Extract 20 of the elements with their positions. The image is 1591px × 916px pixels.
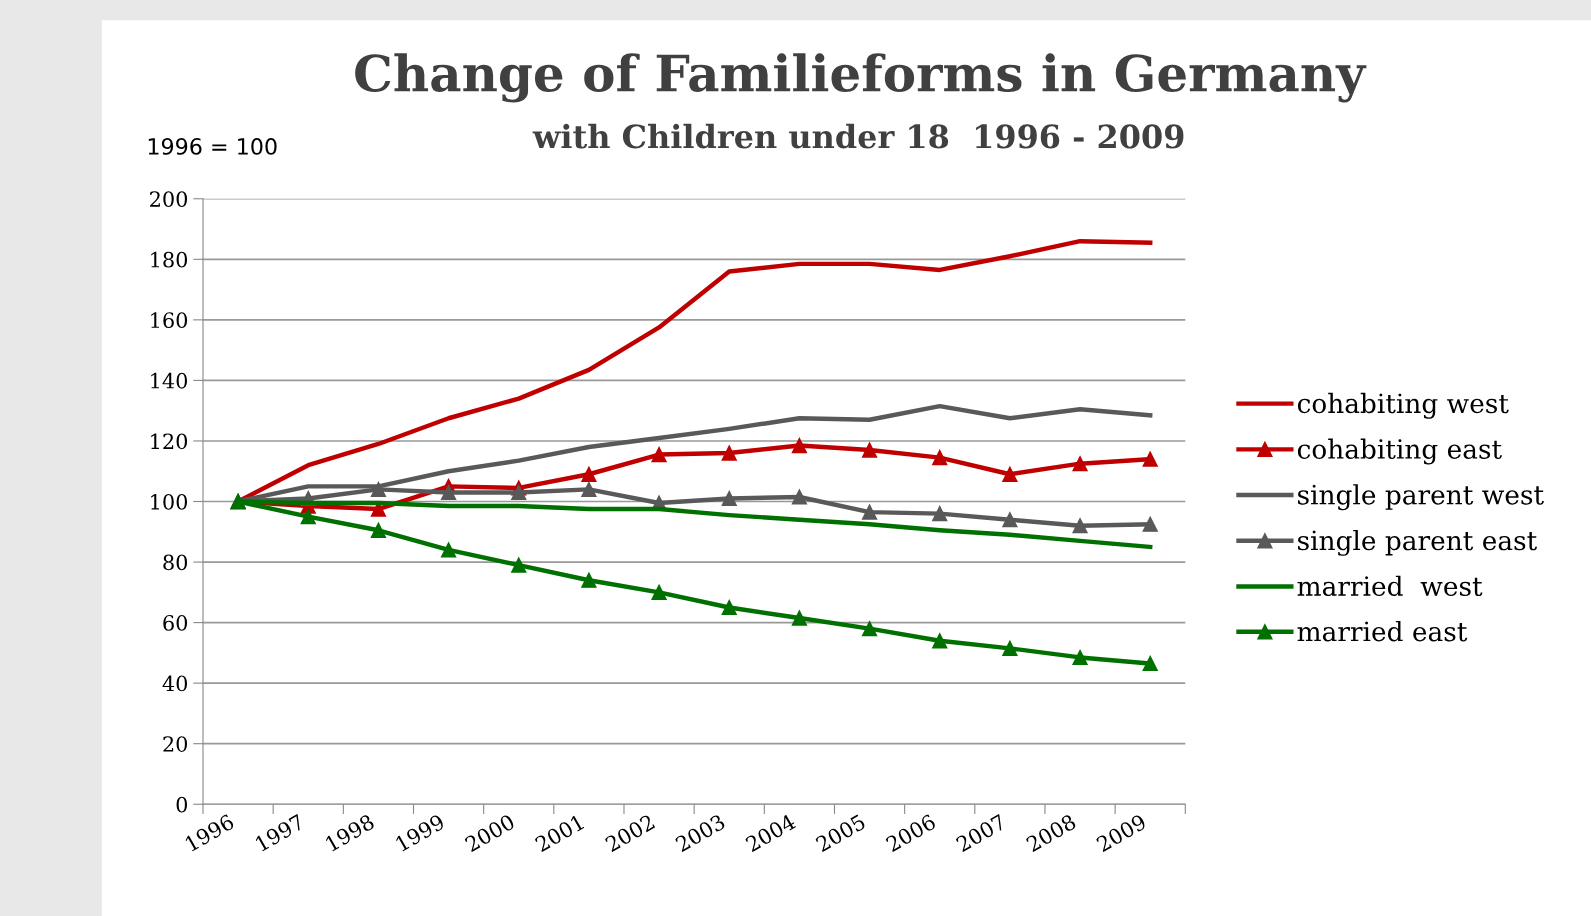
chart-subtitle: with Children under 18 1996 - 2009	[532, 123, 1184, 149]
y-tick-label: 160	[151, 312, 188, 329]
y-tick-label: 200	[150, 191, 188, 207]
y-tick-label: 0	[176, 796, 188, 813]
y-tick-label: 20	[163, 736, 188, 752]
legend-label: single parent east	[1298, 529, 1538, 556]
y-tick-label: 140	[151, 372, 188, 389]
legend-label: cohabiting east	[1297, 438, 1502, 465]
y-tick-label: 80	[163, 554, 188, 571]
legend-label: single parent west	[1298, 484, 1544, 511]
y-tick-label: 60	[163, 615, 188, 631]
chart-title: Change of Familieforms in Germany	[355, 53, 1367, 103]
y-tick-label: 40	[162, 675, 188, 692]
y-tick-label: 100	[151, 493, 188, 510]
legend-label: cohabiting west	[1297, 392, 1509, 419]
y-tick-label: 120	[151, 433, 188, 450]
text: 1996 = 100	[148, 138, 277, 155]
legend-label: married east	[1297, 620, 1468, 642]
legend-label: married west	[1297, 575, 1483, 597]
y-tick-label: 180	[151, 251, 188, 268]
